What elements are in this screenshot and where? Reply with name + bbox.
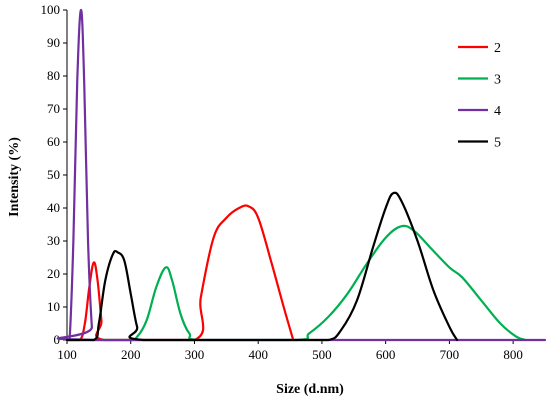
x-tick-label: 800 xyxy=(503,347,523,362)
legend: 2 3 4 5 xyxy=(458,41,501,151)
series-line-2 xyxy=(65,204,295,342)
y-tick-label: 40 xyxy=(47,200,60,215)
y-tick-label: 10 xyxy=(47,299,60,314)
series-line-4 xyxy=(56,8,547,342)
x-tick-label: 700 xyxy=(440,347,460,362)
axes-layer: 0 10 20 30 40 50 60 70 80 90 100 100 200 300 400 500 600… xyxy=(41,2,545,362)
x-axis-title: Size (d.nm) xyxy=(276,382,344,397)
x-tick-label: 300 xyxy=(185,347,205,362)
y-tick-label: 60 xyxy=(47,134,60,149)
x-tick-label: 500 xyxy=(312,347,332,362)
series-layer xyxy=(56,8,547,342)
legend-label-3: 3 xyxy=(494,73,501,88)
y-axis-title: Intensity (%) xyxy=(7,137,22,217)
y-tick-label: 100 xyxy=(41,2,61,17)
series-line-5 xyxy=(65,191,459,342)
series-line-3 xyxy=(65,224,527,342)
y-tick-label: 0 xyxy=(54,332,61,347)
y-tick-label: 50 xyxy=(47,167,60,182)
x-tick-label: 100 xyxy=(57,347,77,362)
x-tick-label: 600 xyxy=(376,347,396,362)
legend-label-2: 2 xyxy=(494,41,501,56)
y-tick-label: 20 xyxy=(47,266,60,281)
y-tick-label: 30 xyxy=(47,233,60,248)
x-tick-label: 400 xyxy=(248,347,268,362)
y-tick-label: 80 xyxy=(47,68,60,83)
x-tick-label: 200 xyxy=(121,347,141,362)
y-tick-label: 90 xyxy=(47,35,60,50)
legend-label-5: 5 xyxy=(494,136,501,151)
legend-label-4: 4 xyxy=(494,104,501,119)
y-tick-label: 70 xyxy=(47,101,60,116)
